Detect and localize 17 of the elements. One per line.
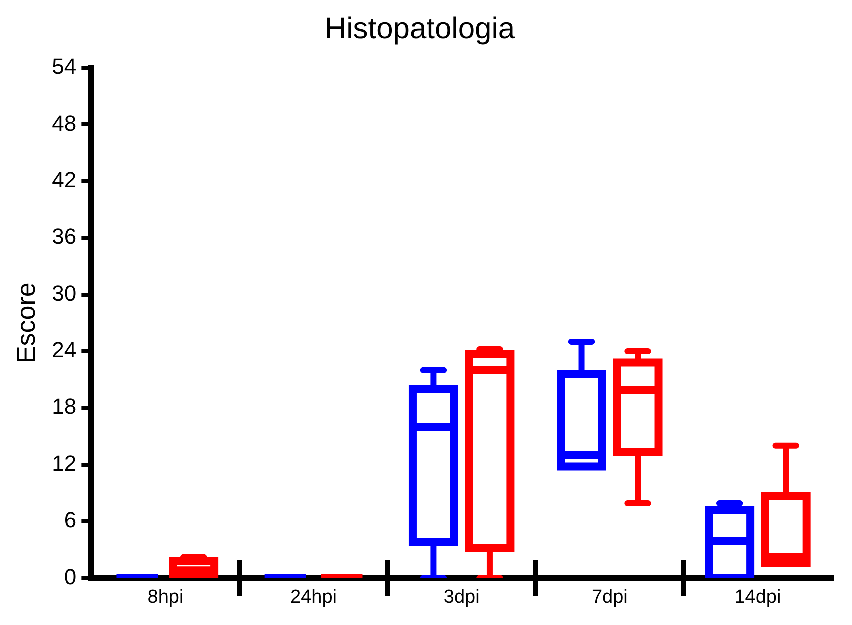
y-tick-label: 30: [52, 280, 77, 306]
chart-title: Histopatologia: [324, 12, 516, 46]
y-tick-label: 0: [64, 564, 77, 590]
x-tick-label: 3dpi: [444, 586, 480, 608]
y-tick-label: 24: [52, 338, 77, 363]
y-axis-title: Escore: [10, 282, 41, 364]
x-tick-label: 24hpi: [290, 586, 338, 608]
y-tick-label: 54: [52, 54, 77, 80]
y-tick-label: 36: [52, 224, 77, 250]
y-tick-label: 6: [64, 508, 77, 533]
y-tick-label: 42: [52, 167, 77, 192]
x-tick-label: 7dpi: [592, 586, 628, 608]
y-tick-label: 48: [52, 110, 77, 136]
y-tick-label: 18: [52, 394, 77, 420]
x-tick-label: 8hpi: [148, 586, 184, 608]
x-tick-label: 14dpi: [734, 586, 782, 608]
y-tick-label: 12: [52, 450, 77, 476]
